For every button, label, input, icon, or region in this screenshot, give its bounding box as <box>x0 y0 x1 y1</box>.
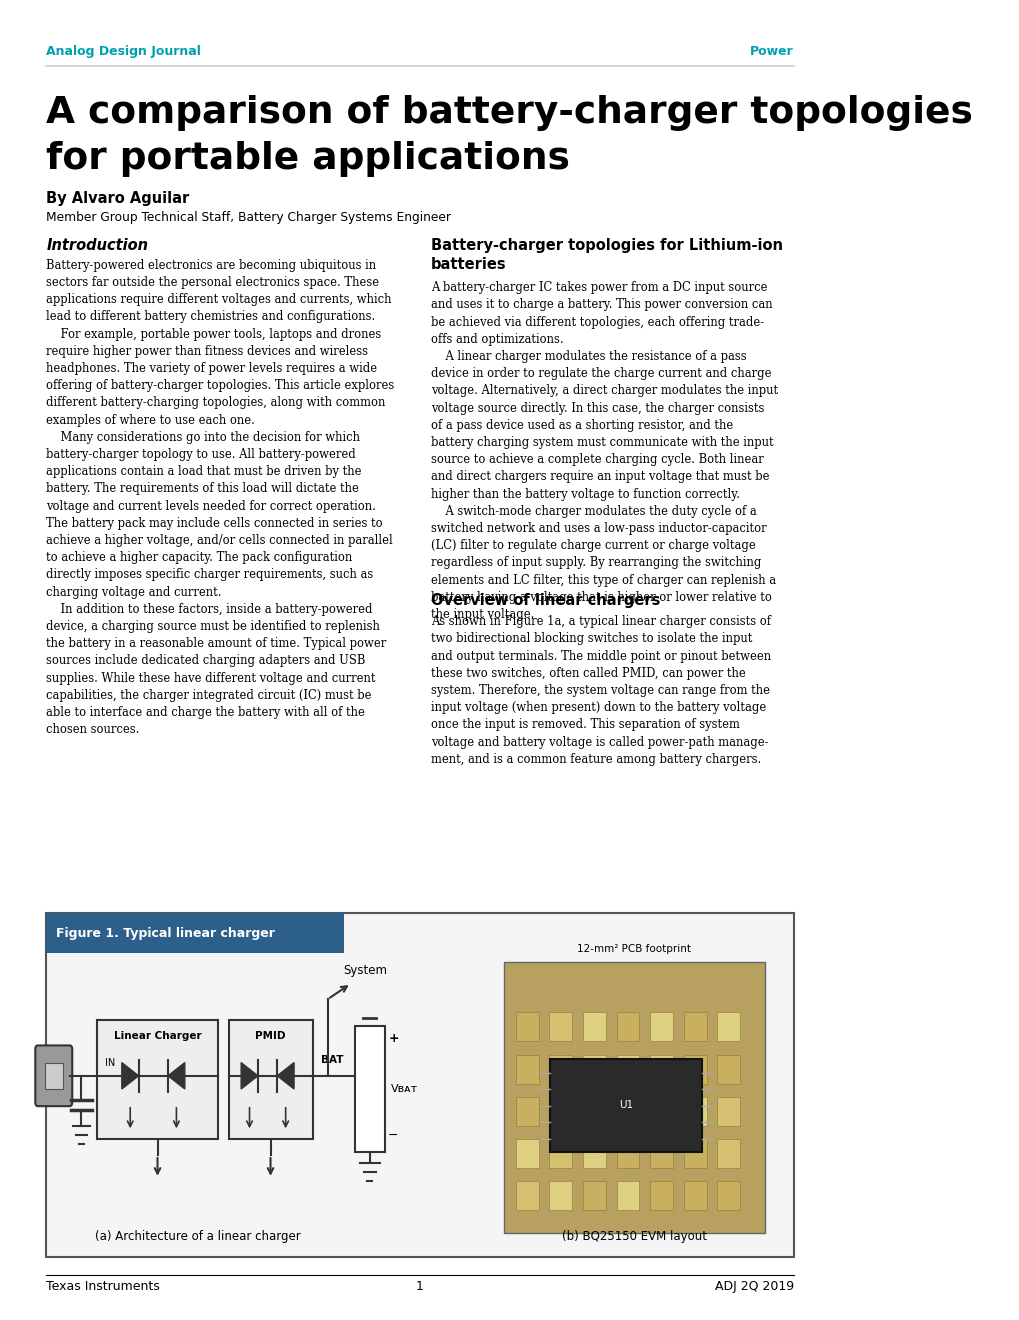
FancyBboxPatch shape <box>228 1020 312 1139</box>
FancyBboxPatch shape <box>650 1181 673 1210</box>
FancyBboxPatch shape <box>716 1181 740 1210</box>
FancyBboxPatch shape <box>503 962 764 1233</box>
FancyBboxPatch shape <box>516 1181 538 1210</box>
FancyBboxPatch shape <box>683 1055 706 1084</box>
FancyBboxPatch shape <box>616 1139 639 1168</box>
FancyBboxPatch shape <box>516 1139 538 1168</box>
Text: System: System <box>343 964 387 977</box>
Text: for portable applications: for portable applications <box>46 141 570 177</box>
FancyBboxPatch shape <box>616 1012 639 1041</box>
Text: By Alvaro Aguilar: By Alvaro Aguilar <box>46 191 190 206</box>
Text: Linear Charger: Linear Charger <box>113 1031 201 1041</box>
FancyBboxPatch shape <box>683 1181 706 1210</box>
Text: Figure 1. Typical linear charger: Figure 1. Typical linear charger <box>56 927 275 940</box>
FancyBboxPatch shape <box>549 1012 572 1041</box>
FancyBboxPatch shape <box>650 1012 673 1041</box>
Text: BAT: BAT <box>321 1055 343 1065</box>
Text: PMID: PMID <box>255 1031 285 1041</box>
Text: 12-mm² PCB footprint: 12-mm² PCB footprint <box>577 944 691 954</box>
FancyBboxPatch shape <box>650 1139 673 1168</box>
Text: U1: U1 <box>619 1101 633 1110</box>
Text: (a) Architecture of a linear charger: (a) Architecture of a linear charger <box>95 1230 300 1243</box>
FancyBboxPatch shape <box>516 1097 538 1126</box>
Text: (b) BQ25150 EVM layout: (b) BQ25150 EVM layout <box>561 1230 706 1243</box>
Polygon shape <box>121 1063 139 1089</box>
FancyBboxPatch shape <box>549 1139 572 1168</box>
FancyBboxPatch shape <box>516 1055 538 1084</box>
Text: batteries: batteries <box>431 257 506 272</box>
FancyBboxPatch shape <box>583 1055 605 1084</box>
Text: IN: IN <box>105 1057 115 1068</box>
Text: Battery-charger topologies for Lithium-ion: Battery-charger topologies for Lithium-i… <box>431 238 783 252</box>
FancyBboxPatch shape <box>549 1055 572 1084</box>
FancyBboxPatch shape <box>36 1045 72 1106</box>
FancyBboxPatch shape <box>683 1012 706 1041</box>
Text: A battery-charger IC takes power from a DC input source
and uses it to charge a : A battery-charger IC takes power from a … <box>431 281 777 620</box>
Text: −: − <box>388 1129 398 1142</box>
Text: As shown in Figure 1a, a typical linear charger consists of
two bidirectional bl: As shown in Figure 1a, a typical linear … <box>431 615 770 766</box>
FancyBboxPatch shape <box>683 1097 706 1126</box>
Polygon shape <box>168 1063 184 1089</box>
Text: ADJ 2Q 2019: ADJ 2Q 2019 <box>714 1280 793 1294</box>
FancyBboxPatch shape <box>616 1097 639 1126</box>
FancyBboxPatch shape <box>650 1097 673 1126</box>
FancyBboxPatch shape <box>683 1139 706 1168</box>
FancyBboxPatch shape <box>45 1063 63 1089</box>
Polygon shape <box>277 1063 293 1089</box>
Text: Vʙᴀᴛ: Vʙᴀᴛ <box>390 1084 418 1094</box>
FancyBboxPatch shape <box>355 1026 384 1152</box>
Text: Member Group Technical Staff, Battery Charger Systems Engineer: Member Group Technical Staff, Battery Ch… <box>46 211 450 224</box>
FancyBboxPatch shape <box>97 1020 218 1139</box>
Text: Analog Design Journal: Analog Design Journal <box>46 45 201 58</box>
Text: Power: Power <box>749 45 793 58</box>
Text: A comparison of battery-charger topologies: A comparison of battery-charger topologi… <box>46 95 972 131</box>
FancyBboxPatch shape <box>549 1181 572 1210</box>
FancyBboxPatch shape <box>550 1059 701 1151</box>
FancyBboxPatch shape <box>583 1181 605 1210</box>
FancyBboxPatch shape <box>616 1181 639 1210</box>
FancyBboxPatch shape <box>616 1055 639 1084</box>
Text: +: + <box>388 1032 398 1045</box>
Polygon shape <box>240 1063 258 1089</box>
FancyBboxPatch shape <box>716 1012 740 1041</box>
FancyBboxPatch shape <box>46 913 793 1257</box>
FancyBboxPatch shape <box>583 1097 605 1126</box>
Text: Introduction: Introduction <box>46 238 148 252</box>
FancyBboxPatch shape <box>716 1097 740 1126</box>
FancyBboxPatch shape <box>650 1055 673 1084</box>
FancyBboxPatch shape <box>46 913 344 953</box>
FancyBboxPatch shape <box>716 1139 740 1168</box>
Text: 1: 1 <box>416 1280 424 1294</box>
Text: Overview of linear chargers: Overview of linear chargers <box>431 593 659 607</box>
FancyBboxPatch shape <box>583 1012 605 1041</box>
FancyBboxPatch shape <box>516 1012 538 1041</box>
FancyBboxPatch shape <box>549 1097 572 1126</box>
Text: Battery-powered electronics are becoming ubiquitous in
sectors far outside the p: Battery-powered electronics are becoming… <box>46 259 394 737</box>
Text: Texas Instruments: Texas Instruments <box>46 1280 160 1294</box>
FancyBboxPatch shape <box>583 1139 605 1168</box>
FancyBboxPatch shape <box>716 1055 740 1084</box>
